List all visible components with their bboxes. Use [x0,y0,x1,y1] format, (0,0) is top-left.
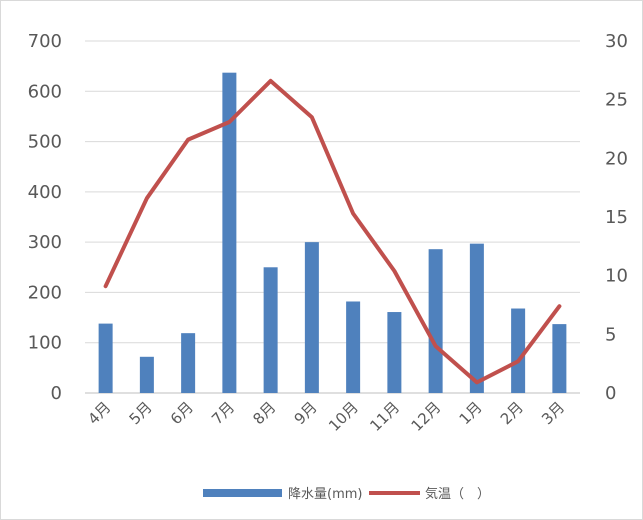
bar [511,308,526,393]
bar [98,323,113,393]
category-label: 11月 [366,398,403,435]
left-tick-label: 300 [28,232,62,253]
category-label: 5月 [126,398,156,428]
category-label: 9月 [291,398,321,428]
bar [428,249,443,393]
line-series [103,78,562,385]
left-tick-label: 0 [51,383,62,404]
right-tick-label: 15 [605,207,628,228]
category-axis: 4月 5月 6月 7月 8月 9月 10月 11月 12月 1月 2月 3月 [84,398,568,435]
right-axis: 0 5 10 15 20 25 30 [605,31,628,404]
left-tick-label: 700 [28,31,62,52]
bar [181,333,196,393]
bar [469,243,484,393]
bar [263,267,278,393]
category-label: 12月 [408,398,445,435]
right-tick-label: 0 [605,383,616,404]
legend-label-line: 気温（ ） [425,486,490,502]
right-tick-label: 10 [605,266,628,287]
bar [346,301,361,393]
legend: 降水量(mm) 気温（ ） [203,486,490,502]
bar [387,312,402,393]
legend-label-bar: 降水量(mm) [288,487,362,502]
category-label: 7月 [208,398,238,428]
bar [139,356,154,393]
category-label: 2月 [497,398,527,428]
right-tick-label: 20 [605,148,628,169]
category-label: 10月 [325,398,362,435]
category-label: 6月 [167,398,197,428]
left-axis: 0 100 200 300 400 500 600 700 [28,31,62,404]
right-tick-label: 25 [605,90,628,111]
temperature-line [103,78,562,385]
category-label: 3月 [538,398,568,428]
left-tick-label: 600 [28,81,62,102]
left-tick-label: 100 [28,333,62,354]
bar [552,324,567,393]
bar-series [98,72,567,394]
left-tick-label: 500 [28,132,62,153]
right-tick-label: 5 [605,324,616,345]
left-tick-label: 200 [28,282,62,303]
legend-swatch-bar [203,489,282,497]
category-label: 4月 [84,398,114,428]
left-tick-label: 400 [28,182,62,203]
gridlines [85,40,580,394]
bar [304,242,319,393]
category-label: 1月 [456,398,486,428]
category-label: 8月 [249,398,279,428]
bar [222,72,237,394]
right-tick-label: 30 [605,31,628,52]
